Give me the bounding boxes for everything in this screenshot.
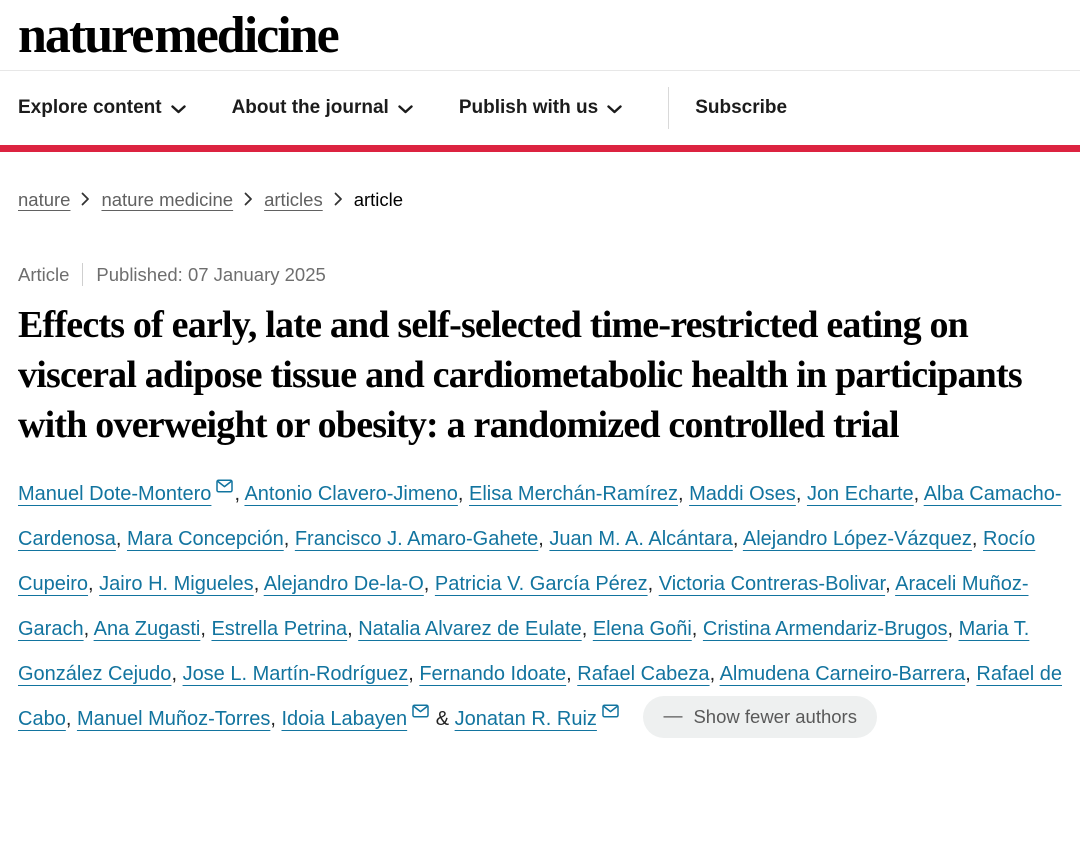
- accent-rule: [0, 145, 1080, 152]
- chevron-right-icon: [81, 189, 90, 211]
- show-fewer-authors-button[interactable]: — Show fewer authors: [643, 695, 877, 738]
- author-separator: ,: [732, 528, 743, 550]
- author-separator: ,: [709, 663, 720, 685]
- author-separator: ,: [581, 618, 593, 640]
- author-separator: ,: [691, 618, 703, 640]
- nav-item-label: Subscribe: [695, 97, 788, 118]
- author-link[interactable]: Fernando Idoate: [419, 663, 567, 685]
- author-link[interactable]: Jonatan R. Ruiz: [454, 708, 597, 730]
- author-link[interactable]: Rafael Cabeza: [577, 663, 710, 685]
- main-nav: Explore content About the journal Publis…: [0, 70, 1080, 145]
- author-separator: ,: [253, 573, 264, 595]
- show-fewer-authors-label: Show fewer authors: [693, 705, 857, 727]
- nav-divider: [668, 87, 670, 129]
- nav-explore-content[interactable]: Explore content: [18, 96, 186, 120]
- published-line: Published: 07 January 2025: [96, 264, 325, 286]
- nav-publish-with-us[interactable]: Publish with us: [459, 96, 622, 120]
- breadcrumb-nature[interactable]: nature: [18, 188, 71, 210]
- author-link[interactable]: Alba Camacho-Cardenosa: [18, 483, 1062, 550]
- author-link[interactable]: Elisa Merchán-Ramírez: [469, 483, 678, 505]
- breadcrumb-article-current: article: [353, 188, 404, 210]
- nav-item-label: About the journal: [231, 97, 389, 118]
- meta-divider: [82, 263, 84, 286]
- envelope-icon[interactable]: [216, 465, 234, 510]
- author-link[interactable]: Juan M. A. Alcántara: [549, 528, 733, 550]
- author-separator: ,: [885, 573, 896, 595]
- author-link[interactable]: Estrella Petrina: [211, 618, 348, 640]
- author-list: Manuel Dote-Montero, Antonio Clavero-Jim…: [18, 479, 1062, 730]
- article-meta: Article Published: 07 January 2025: [18, 263, 1062, 286]
- author-separator: &: [430, 708, 455, 730]
- article-title: Effects of early, late and self-selected…: [18, 304, 1023, 446]
- author-link[interactable]: Cristina Armendariz-Brugos: [702, 618, 948, 640]
- nav-about-the-journal[interactable]: About the journal: [232, 96, 413, 120]
- author-separator: ,: [566, 663, 578, 685]
- author-link[interactable]: Manuel Dote-Montero: [18, 483, 212, 505]
- nav-subscribe[interactable]: Subscribe: [695, 97, 787, 119]
- author-link[interactable]: Jon Echarte: [806, 483, 914, 505]
- minus-icon: —: [663, 705, 683, 727]
- author-link[interactable]: Araceli Muñoz-Garach: [18, 573, 1029, 640]
- author-link[interactable]: Rafael de Cabo: [18, 663, 1062, 730]
- author-separator: ,: [200, 618, 212, 640]
- author-separator: ,: [65, 708, 77, 730]
- author-separator: ,: [457, 483, 470, 505]
- author-link[interactable]: Rocío Cupeiro: [18, 528, 1036, 595]
- author-link[interactable]: Antonio Clavero-Jimeno: [244, 483, 458, 505]
- author-link[interactable]: Alejandro López-Vázquez: [742, 528, 972, 550]
- published-label: Published:: [96, 263, 183, 285]
- author-separator: ,: [88, 573, 100, 595]
- author-link[interactable]: Victoria Contreras-Bolivar: [658, 573, 886, 595]
- author-separator: ,: [971, 528, 984, 550]
- author-separator: ,: [171, 663, 183, 685]
- author-separator: ,: [423, 573, 435, 595]
- author-link[interactable]: Mara Concepción: [126, 528, 284, 550]
- author-link[interactable]: Natalia Alvarez de Eulate: [358, 618, 582, 640]
- author-link[interactable]: Francisco J. Amaro-Gahete: [294, 528, 539, 550]
- chevron-right-icon: [244, 189, 253, 211]
- author-separator: ,: [677, 483, 690, 505]
- author-link[interactable]: Patricia V. García Pérez: [434, 573, 648, 595]
- author-paragraph: Manuel Dote-Montero, Antonio Clavero-Jim…: [18, 472, 1062, 742]
- envelope-icon[interactable]: [602, 690, 619, 735]
- author-link[interactable]: Idoia Labayen: [281, 708, 408, 730]
- author-separator: ,: [234, 483, 245, 505]
- author-separator: ,: [347, 618, 359, 640]
- nav-item-label: Publish with us: [458, 97, 599, 118]
- author-link[interactable]: Elena Goñi: [592, 618, 692, 640]
- author-separator: ,: [270, 708, 282, 730]
- author-link[interactable]: Maddi Oses: [689, 483, 796, 505]
- author-link[interactable]: Jairo H. Migueles: [99, 573, 254, 595]
- published-date: 07 January 2025: [187, 263, 326, 285]
- author-separator: ,: [795, 483, 807, 505]
- envelope-icon[interactable]: [412, 690, 429, 735]
- chevron-down-icon: [170, 98, 186, 120]
- author-separator: ,: [965, 663, 977, 685]
- article-page: nature nature medicine articles article …: [0, 188, 1080, 742]
- author-separator: ,: [83, 618, 94, 640]
- author-separator: ,: [115, 528, 127, 550]
- author-separator: ,: [947, 618, 959, 640]
- chevron-right-icon: [334, 189, 343, 211]
- breadcrumb: nature nature medicine articles article: [18, 188, 1062, 211]
- chevron-down-icon: [398, 98, 413, 120]
- nav-item-label: Explore content: [18, 97, 162, 118]
- site-header: nature medicine Explore content About th…: [0, 0, 1080, 152]
- author-separator: ,: [647, 573, 659, 595]
- author-link[interactable]: Ana Zugasti: [93, 618, 201, 640]
- journal-logo[interactable]: nature medicine: [18, 7, 340, 64]
- author-link[interactable]: Almudena Carneiro-Barrera: [719, 663, 966, 685]
- author-link[interactable]: Maria T. González Cejudo: [18, 618, 1030, 685]
- article-type-label: Article: [18, 263, 70, 285]
- author-separator: ,: [538, 528, 550, 550]
- author-link[interactable]: Alejandro De-la-O: [263, 573, 424, 595]
- author-link[interactable]: Manuel Muñoz-Torres: [76, 708, 271, 730]
- author-link[interactable]: Jose L. Martín-Rodríguez: [182, 663, 409, 685]
- chevron-down-icon: [607, 98, 622, 120]
- breadcrumb-articles[interactable]: articles: [264, 188, 323, 210]
- author-separator: ,: [408, 663, 420, 685]
- author-separator: ,: [913, 483, 924, 505]
- author-separator: ,: [283, 528, 295, 550]
- breadcrumb-nature-medicine[interactable]: nature medicine: [101, 188, 234, 210]
